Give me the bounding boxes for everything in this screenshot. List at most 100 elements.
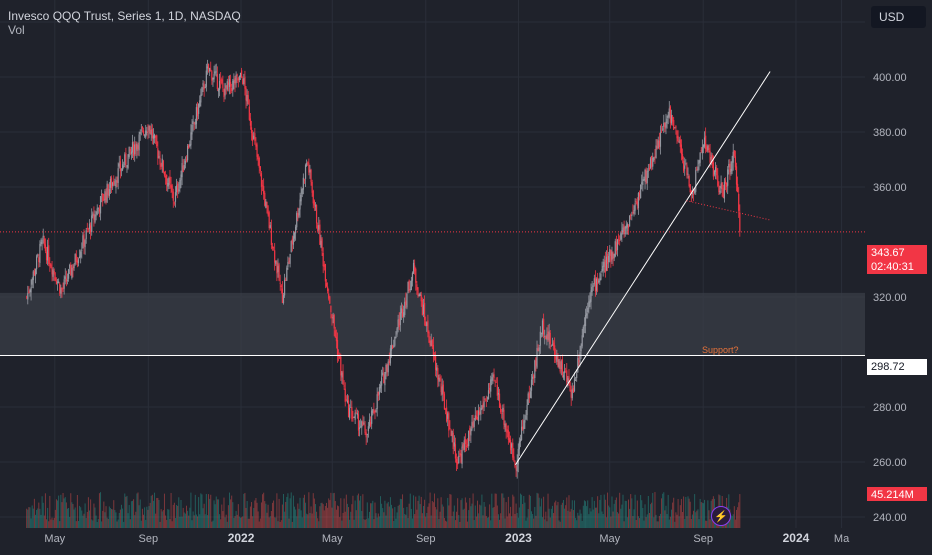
candle-body xyxy=(253,135,255,139)
candle-body xyxy=(570,389,572,398)
volume-bar xyxy=(276,493,278,528)
volume-bar xyxy=(443,517,445,528)
volume-bar xyxy=(344,511,346,528)
candle-body xyxy=(387,361,389,373)
candle-body xyxy=(321,238,323,251)
volume-bar xyxy=(342,512,344,528)
candle-body xyxy=(474,415,476,420)
volume-bar xyxy=(180,499,182,528)
candle-body xyxy=(517,448,519,465)
volume-bar xyxy=(434,493,436,528)
candle-body xyxy=(330,305,332,313)
volume-bar xyxy=(297,503,299,528)
volume-bar xyxy=(436,509,438,528)
candle-body xyxy=(60,287,62,294)
candle-body xyxy=(738,193,740,211)
volume-bar xyxy=(462,509,464,528)
candle-body xyxy=(371,410,373,424)
volume-bar xyxy=(294,506,296,528)
volume-bar xyxy=(524,502,526,528)
candle-body xyxy=(493,374,495,379)
candle-body xyxy=(403,312,405,317)
volume-bar xyxy=(155,513,157,528)
candle-body xyxy=(271,246,274,249)
candle-body xyxy=(601,269,603,272)
candle-body xyxy=(97,207,99,209)
candle-body xyxy=(576,373,578,378)
volume-bar xyxy=(357,493,359,528)
volume-bar xyxy=(120,504,122,528)
volume-bar xyxy=(306,513,308,528)
volume-bar xyxy=(583,500,585,528)
candle-body xyxy=(442,384,444,394)
volume-bar xyxy=(545,511,547,528)
volume-bar xyxy=(220,519,222,528)
candle-body xyxy=(252,133,254,142)
candle-body xyxy=(669,106,671,123)
support-annotation[interactable]: Support? xyxy=(702,345,739,355)
y-tick-label: 280.00 xyxy=(873,402,907,414)
volume-bar xyxy=(532,514,534,528)
candle-body xyxy=(246,94,248,102)
volume-bar xyxy=(670,509,672,528)
volume-bar xyxy=(310,506,312,528)
ticker-title[interactable]: Invesco QQQ Trust, Series 1, 1D, NASDAQ xyxy=(8,9,241,23)
level-price-badge[interactable]: 298.72 xyxy=(867,359,927,375)
currency-button[interactable]: USD xyxy=(871,6,926,28)
volume-bar xyxy=(501,493,503,528)
volume-bar xyxy=(648,512,650,528)
volume-bar xyxy=(244,492,246,528)
volume-bar xyxy=(265,503,267,528)
candle-body xyxy=(460,453,462,463)
volume-bar xyxy=(137,492,139,528)
volume-bar xyxy=(428,503,430,528)
candle-body xyxy=(276,262,278,274)
candle-body xyxy=(139,131,141,135)
volume-bar xyxy=(269,516,271,528)
candle-body xyxy=(296,213,298,228)
candle-body xyxy=(87,228,90,230)
candle-body xyxy=(241,70,243,78)
volume-bar xyxy=(636,500,638,528)
candle-body xyxy=(76,260,78,263)
volume-bar xyxy=(605,517,607,528)
volume-bar xyxy=(352,495,354,528)
volume-bar xyxy=(640,495,642,528)
lightning-icon[interactable]: ⚡ xyxy=(711,506,731,526)
volume-label[interactable]: Vol xyxy=(8,23,25,37)
candle-body xyxy=(581,335,583,347)
volume-bar xyxy=(314,504,316,528)
volume-bar xyxy=(275,517,277,528)
volume-bar xyxy=(379,496,381,528)
volume-bar xyxy=(384,500,386,528)
candle-body xyxy=(302,177,304,190)
trendline[interactable] xyxy=(686,200,771,221)
candle-body xyxy=(102,193,104,202)
volume-bar xyxy=(593,500,595,528)
candle-body xyxy=(386,364,388,372)
candle-body xyxy=(605,256,608,271)
candle-body xyxy=(367,426,369,432)
candle-body xyxy=(526,404,528,416)
volume-bar xyxy=(432,502,434,528)
volume-bar xyxy=(387,501,389,528)
candle-body xyxy=(29,289,31,293)
trendline[interactable] xyxy=(515,71,771,466)
candle-body xyxy=(408,280,410,292)
volume-bar xyxy=(559,521,561,528)
volume-bar xyxy=(531,511,533,528)
volume-bar xyxy=(515,503,517,528)
trendlines xyxy=(515,71,771,466)
candle-body xyxy=(648,168,651,170)
volume-bar xyxy=(114,510,116,528)
candle-body xyxy=(411,272,414,281)
candle-body xyxy=(537,348,539,351)
candle-body xyxy=(572,388,574,393)
volume-bar xyxy=(81,510,83,528)
candle-body xyxy=(396,328,398,335)
candle-body xyxy=(378,386,380,395)
volume-bar xyxy=(364,519,366,528)
volume-bar xyxy=(459,521,461,528)
